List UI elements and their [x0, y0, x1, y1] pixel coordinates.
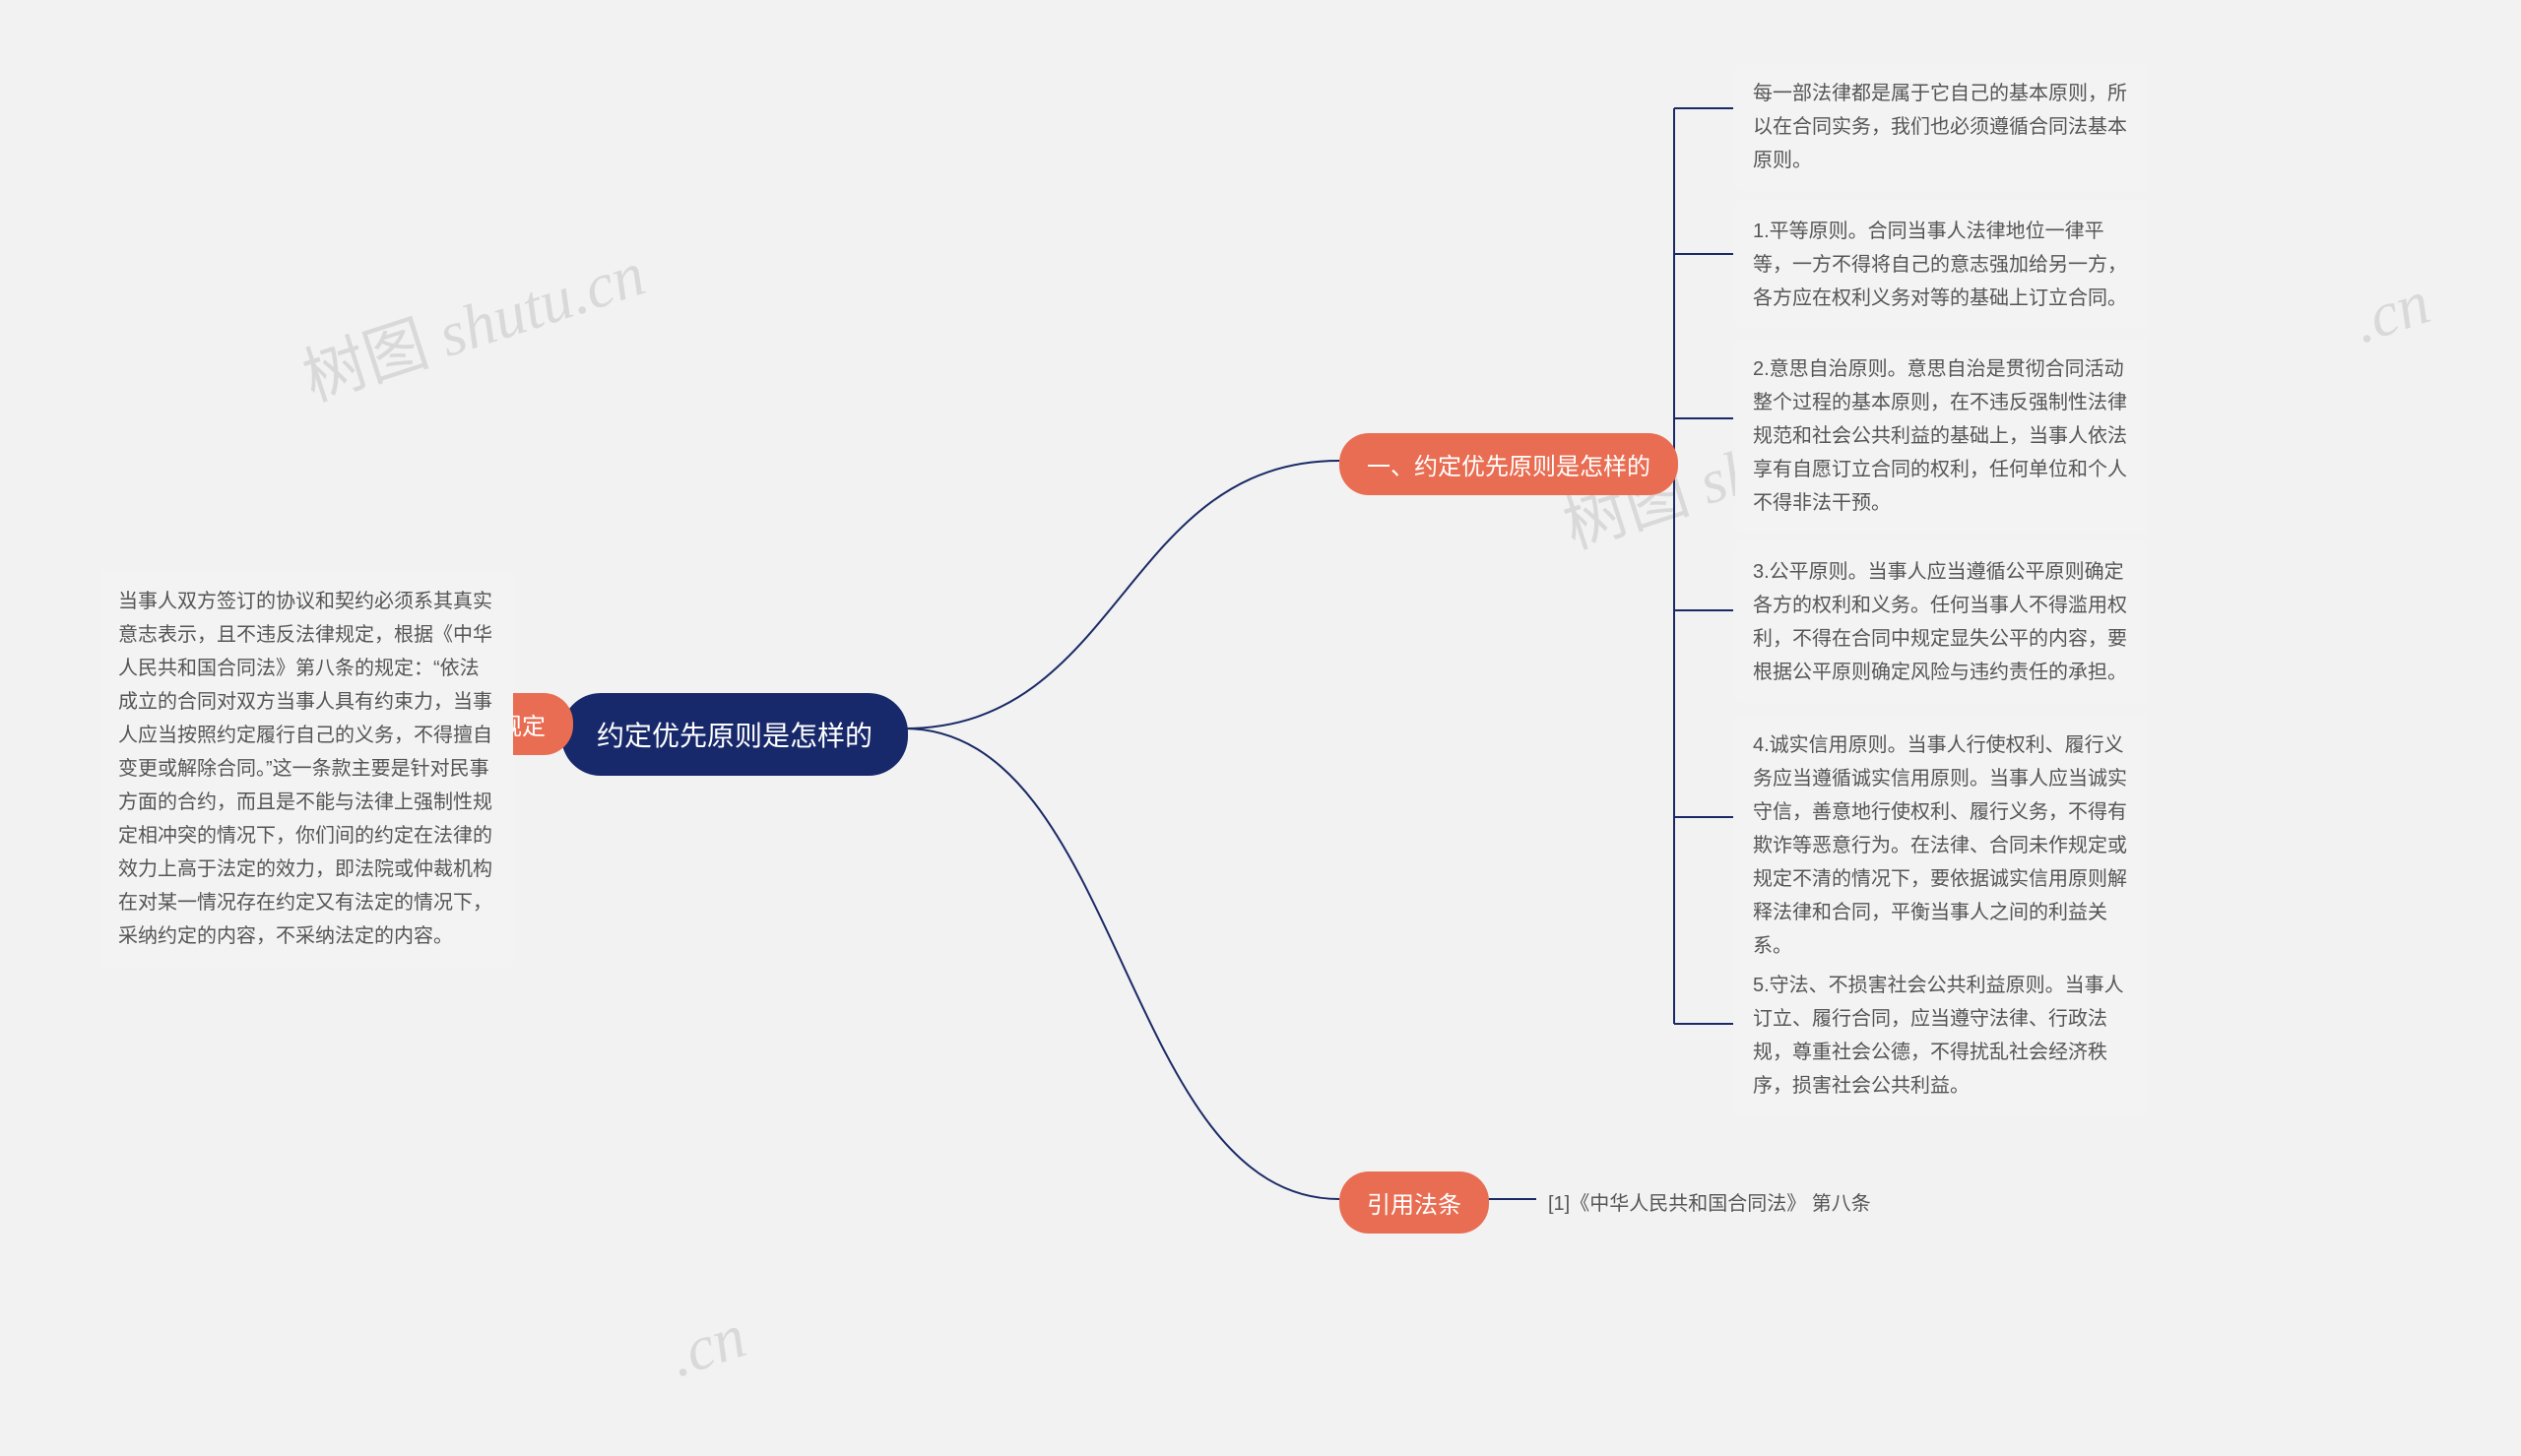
root-node: 约定优先原则是怎样的 — [561, 693, 908, 776]
leaf-node: [1]《中华人民共和国合同法》 第八条 — [1536, 1177, 1883, 1231]
watermark: .cn — [660, 1299, 754, 1392]
leaf-text: 3.公平原则。当事人应当遵循公平原则确定各方的权利和义务。任何当事人不得滥用权利… — [1753, 561, 2127, 683]
branch-label: 一、约定优先原则是怎样的 — [1367, 454, 1650, 480]
root-label: 约定优先原则是怎样的 — [597, 721, 873, 751]
branch-node-1: 一、约定优先原则是怎样的 — [1339, 433, 1678, 495]
watermark: 树图 shutu.cn — [291, 223, 655, 418]
leaf-node: 4.诚实信用原则。当事人行使权利、履行义务应当遵循诚实信用原则。当事人应当诚实守… — [1735, 715, 2148, 977]
leaf-node: 5.守法、不损害社会公共利益原则。当事人订立、履行合同，应当遵守法律、行政法规，… — [1735, 955, 2148, 1116]
leaf-node: 当事人双方签订的协议和契约必须系其真实意志表示，且不违反法律规定，根据《中华人民… — [100, 571, 513, 967]
leaf-text: 1.平等原则。合同当事人法律地位一律平等，一方不得将自己的意志强加给另一方，各方… — [1753, 221, 2127, 309]
leaf-text: [1]《中华人民共和国合同法》 第八条 — [1548, 1193, 1871, 1215]
branch-label: 引用法条 — [1367, 1192, 1461, 1219]
watermark: .cn — [2344, 266, 2438, 358]
leaf-text: 2.意思自治原则。意思自治是贯彻合同活动整个过程的基本原则，在不违反强制性法律规… — [1753, 358, 2127, 514]
leaf-text: 每一部法律都是属于它自己的基本原则，所以在合同实务，我们也必须遵循合同法基本原则… — [1753, 83, 2127, 171]
leaf-text: 5.守法、不损害社会公共利益原则。当事人订立、履行合同，应当遵守法律、行政法规，… — [1753, 975, 2124, 1097]
leaf-text: 当事人双方签订的协议和契约必须系其真实意志表示，且不违反法律规定，根据《中华人民… — [118, 591, 492, 947]
leaf-node: 2.意思自治原则。意思自治是贯彻合同活动整个过程的基本原则，在不违反强制性法律规… — [1735, 339, 2148, 534]
leaf-node: 每一部法律都是属于它自己的基本原则，所以在合同实务，我们也必须遵循合同法基本原则… — [1735, 63, 2148, 191]
leaf-text: 4.诚实信用原则。当事人行使权利、履行义务应当遵循诚实信用原则。当事人应当诚实守… — [1753, 734, 2127, 957]
leaf-node: 3.公平原则。当事人应当遵循公平原则确定各方的权利和义务。任何当事人不得滥用权利… — [1735, 541, 2148, 703]
leaf-node: 1.平等原则。合同当事人法律地位一律平等，一方不得将自己的意志强加给另一方，各方… — [1735, 201, 2148, 329]
branch-node-3: 引用法条 — [1339, 1171, 1489, 1234]
